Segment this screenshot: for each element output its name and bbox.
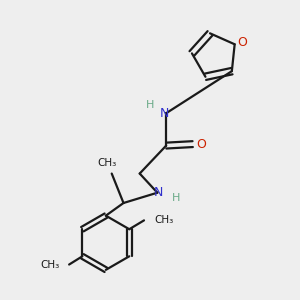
Text: O: O [196, 138, 206, 151]
Text: N: N [160, 107, 169, 120]
Text: H: H [171, 193, 180, 203]
Text: CH₃: CH₃ [98, 158, 117, 168]
Text: N: N [154, 186, 164, 199]
Text: H: H [146, 100, 154, 110]
Text: O: O [237, 36, 247, 49]
Text: CH₃: CH₃ [154, 215, 174, 225]
Text: CH₃: CH₃ [40, 260, 60, 270]
